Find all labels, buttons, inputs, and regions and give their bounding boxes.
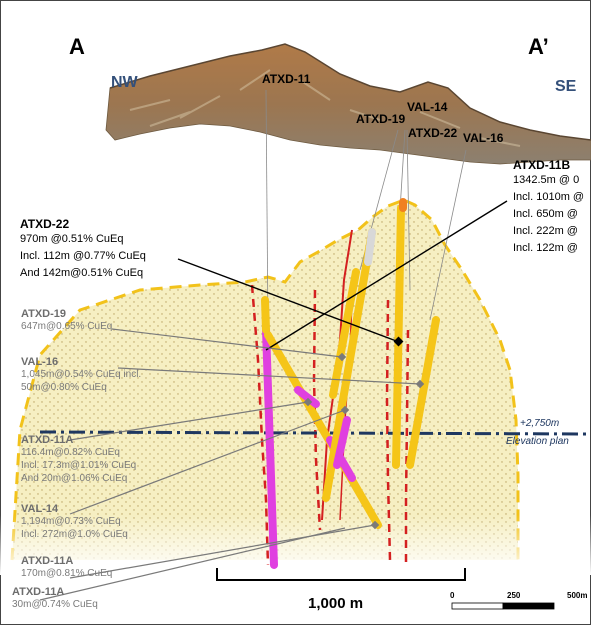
callout-atxd-11b: ATXD-11B 1342.5m @ 0 Incl. 1010m @ Incl.… [513, 158, 584, 257]
leader-atxd-11b [265, 200, 508, 351]
callout-atxd-11a-1-line-1: 116.4m@0.82% CuEq [21, 447, 120, 458]
callout-atxd-11b-line-3: Incl. 650m @ [513, 208, 578, 220]
callout-val-14-name: VAL-14 [21, 503, 59, 515]
callout-val-14-line-2: Incl. 272m@1.0% CuEq [21, 529, 128, 540]
drillhole-atxd-19 [329, 268, 360, 399]
terrain-texture [129, 69, 521, 147]
callout-val-14: VAL-14 1,194m@0.73% CuEq Incl. 272m@1.0%… [21, 503, 128, 541]
scale-ruler-tick-500: 500m [567, 591, 588, 600]
direction-right: SE [555, 78, 577, 95]
drillhole-atxd-22 [392, 204, 405, 469]
direction-left: NW [111, 74, 138, 91]
callout-atxd-19-name: ATXD-19 [21, 308, 67, 320]
bottom-fade [0, 515, 591, 575]
drillhole-val-14 [322, 228, 376, 502]
fault-dashed-3 [385, 299, 392, 561]
callout-atxd-22: ATXD-22 970m @0.51% CuEq Incl. 112m @0.7… [20, 217, 146, 282]
callout-atxd-11a-1: ATXD-11A 116.4m@0.82% CuEq Incl. 17.3m@1… [21, 434, 136, 485]
elevation-value: +2,750m [520, 418, 560, 429]
callout-atxd-22-line-1: 970m @0.51% CuEq [20, 233, 124, 245]
envelope-outline [10, 198, 520, 561]
callout-atxd-11a-1-line-3: And 20m@1.06% CuEq [21, 473, 128, 484]
callout-atxd-22-line-3: And 142m@0.51% CuEq [20, 267, 144, 279]
callout-val-16-line-1: 1,045m@0.54% CuEq incl. [21, 369, 142, 380]
callout-atxd-11b-line-5: Incl. 122m @ [513, 242, 578, 254]
callout-atxd-11b-line-1: 1342.5m @ 0 [513, 174, 580, 186]
elevation-label: Elevation plan [506, 436, 569, 447]
callout-atxd-22-name: ATXD-22 [20, 217, 70, 231]
callout-val-16-line-2: 50m@0.80% CuEq [21, 382, 107, 393]
callout-atxd-11a-2: ATXD-11A 170m@0.81% CuEq [21, 555, 112, 580]
callout-atxd-11b-line-4: Incl. 222m @ [513, 225, 578, 237]
scale-ruler [451, 602, 555, 610]
callout-atxd-11a-1-line-2: Incl. 17.3m@1.01% CuEq [21, 460, 137, 471]
leader-val-16 [117, 367, 421, 385]
collar-label-val-14: VAL-14 [407, 100, 448, 114]
callout-val-16-name: VAL-16 [21, 356, 59, 368]
leader-val-14 [69, 409, 346, 515]
callout-atxd-11b-line-2: Incl. 1010m @ [513, 191, 585, 203]
leader-atxd-11a-3 [39, 527, 346, 601]
callout-atxd-11b-name: ATXD-11B [513, 158, 571, 172]
drillhole-atxd-11a-hg-1 [294, 386, 320, 408]
callout-atxd-11a-2-line-1: 170m@0.81% CuEq [21, 568, 113, 579]
callout-atxd-11a-1-name: ATXD-11A [21, 434, 74, 446]
elevation-line [39, 430, 591, 436]
scale-ruler-tick-250: 250 [507, 591, 521, 600]
drillhole-atxd-11-upper [261, 296, 270, 334]
leader-atxd-22-marker [393, 336, 404, 347]
leader-atxd-11a-1 [69, 401, 309, 441]
drillhole-val-14-top [364, 228, 376, 266]
collar-traces [265, 89, 467, 331]
callout-atxd-11a-3-line-1: 30m@0.74% CuEq [12, 599, 98, 610]
collar-label-atxd-19: ATXD-19 [356, 112, 406, 126]
section-end-left: A [69, 34, 85, 59]
callout-atxd-11a-3: ATXD-11A 30m@0.74% CuEq [12, 586, 98, 611]
section-end-right: A’ [528, 34, 549, 59]
callout-atxd-11a-3-name: ATXD-11A [12, 586, 65, 598]
scale-ruler-tick-0: 0 [450, 591, 455, 600]
drillhole-atxd-11a [264, 331, 382, 529]
callout-val-14-line-1: 1,194m@0.73% CuEq [21, 516, 121, 527]
callout-atxd-22-line-2: Incl. 112m @0.77% CuEq [20, 250, 146, 262]
leader-lines [39, 200, 508, 601]
scale-bracket [216, 568, 466, 581]
callout-val-16: VAL-16 1,045m@0.54% CuEq incl. 50m@0.80%… [21, 356, 141, 394]
drillhole-atxd-11 [262, 326, 278, 569]
leader-atxd-22 [177, 258, 400, 343]
drillhole-val-14-hg [333, 416, 351, 469]
collar-label-val-16: VAL-16 [463, 131, 504, 145]
collar-label-atxd-11: ATXD-11 [262, 72, 311, 86]
callout-atxd-11a-2-name: ATXD-11A [21, 555, 74, 567]
callout-atxd-19-line-1: 647m@0.65% CuEq [21, 321, 113, 332]
leader-atxd-11a-2 [69, 524, 376, 579]
fault-dashed-4 [404, 329, 410, 565]
callout-atxd-19: ATXD-19 647m@0.65% CuEq [21, 308, 112, 333]
fault-dashed-1 [250, 284, 270, 566]
drillholes [261, 198, 440, 569]
terrain-ridgeline [109, 43, 591, 141]
scale-bar-label: 1,000 m [308, 595, 364, 612]
leader-atxd-19 [111, 328, 343, 358]
drillhole-val-16 [406, 316, 440, 469]
collar-label-atxd-22: ATXD-22 [408, 126, 458, 140]
